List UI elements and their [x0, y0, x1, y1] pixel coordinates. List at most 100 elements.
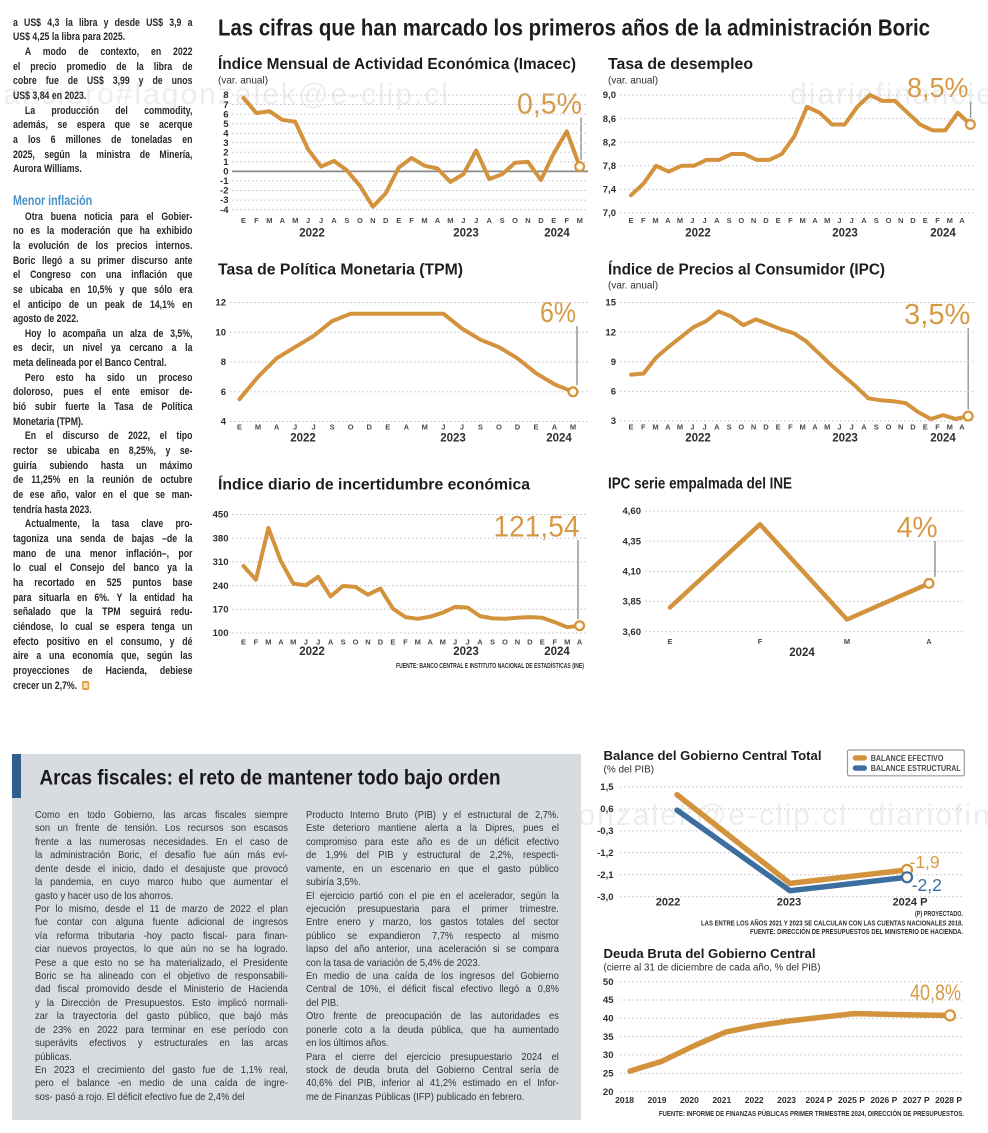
svg-text:0: 0 [223, 167, 228, 178]
svg-text:J: J [703, 216, 707, 225]
svg-text:J: J [850, 216, 854, 225]
svg-text:-1,2: -1,2 [597, 848, 613, 859]
svg-text:100: 100 [213, 628, 229, 639]
svg-text:J: J [690, 423, 694, 432]
svg-text:A: A [714, 216, 720, 225]
svg-text:A: A [274, 423, 280, 432]
svg-text:A: A [404, 423, 410, 432]
svg-text:6: 6 [221, 387, 226, 398]
svg-text:(var. anual): (var. anual) [608, 280, 658, 291]
svg-text:S: S [874, 216, 879, 225]
svg-text:2019: 2019 [648, 1095, 667, 1105]
svg-text:2024: 2024 [789, 647, 815, 659]
svg-text:O: O [738, 423, 744, 432]
svg-text:4%: 4% [897, 512, 938, 544]
svg-text:A: A [427, 638, 433, 647]
svg-text:F: F [758, 637, 763, 646]
svg-text:M: M [844, 637, 850, 646]
svg-text:A: A [959, 216, 965, 225]
svg-text:N: N [515, 638, 520, 647]
svg-text:6: 6 [223, 109, 228, 120]
svg-text:O: O [348, 423, 354, 432]
svg-text:E: E [533, 423, 538, 432]
svg-text:2023: 2023 [453, 228, 479, 240]
svg-text:3,60: 3,60 [623, 627, 642, 638]
svg-text:M: M [652, 423, 658, 432]
svg-text:2023: 2023 [453, 646, 479, 658]
svg-text:N: N [365, 638, 370, 647]
svg-text:20: 20 [603, 1087, 614, 1098]
svg-text:A: A [552, 423, 558, 432]
svg-text:A: A [486, 216, 492, 225]
svg-text:M: M [421, 216, 427, 225]
svg-text:-2: -2 [220, 186, 228, 197]
svg-text:Balance del Gobierno Central T: Balance del Gobierno Central Total [604, 749, 822, 763]
svg-text:25: 25 [603, 1069, 614, 1080]
svg-text:2022: 2022 [685, 228, 711, 240]
svg-text:Índice de Precios al Consumido: Índice de Precios al Consumidor (IPC) [608, 261, 885, 278]
svg-text:M: M [947, 423, 953, 432]
svg-text:9: 9 [611, 357, 616, 368]
svg-text:D: D [538, 216, 544, 225]
svg-text:D: D [383, 216, 389, 225]
svg-text:E: E [776, 216, 781, 225]
svg-text:380: 380 [213, 533, 229, 544]
svg-text:Índice Mensual de Actividad Ec: Índice Mensual de Actividad Económica (I… [218, 56, 576, 73]
svg-text:A: A [926, 637, 932, 646]
svg-text:FUENTE: INFORME DE FINANZAS PÚ: FUENTE: INFORME DE FINANZAS PÚBLICAS PRI… [659, 1109, 964, 1118]
svg-text:E: E [241, 216, 246, 225]
svg-text:40: 40 [603, 1014, 614, 1025]
svg-text:M: M [799, 423, 805, 432]
svg-text:O: O [738, 216, 744, 225]
svg-text:M: M [447, 216, 453, 225]
svg-text:(P) PROYECTADO.: (P) PROYECTADO. [915, 911, 963, 918]
svg-text:O: O [502, 638, 508, 647]
svg-text:F: F [788, 423, 793, 432]
svg-text:F: F [788, 216, 793, 225]
svg-text:A: A [665, 216, 671, 225]
svg-text:N: N [898, 423, 903, 432]
svg-text:-1,9: -1,9 [910, 852, 940, 872]
svg-text:10: 10 [215, 327, 226, 338]
svg-text:F: F [254, 638, 259, 647]
svg-text:D: D [527, 638, 533, 647]
svg-text:E: E [237, 423, 242, 432]
svg-text:2028 P: 2028 P [935, 1095, 962, 1105]
svg-text:2020: 2020 [680, 1095, 699, 1105]
svg-text:4,10: 4,10 [623, 567, 642, 578]
svg-text:2018: 2018 [615, 1095, 634, 1105]
svg-text:A: A [328, 638, 334, 647]
svg-text:M: M [824, 216, 830, 225]
svg-text:2022: 2022 [299, 228, 325, 240]
svg-text:S: S [341, 638, 346, 647]
svg-text:IPC serie empalmada del INE: IPC serie empalmada del INE [608, 476, 792, 493]
svg-text:A: A [280, 216, 286, 225]
svg-text:E: E [551, 216, 556, 225]
svg-text:45: 45 [603, 995, 614, 1006]
svg-text:N: N [370, 216, 375, 225]
svg-text:M: M [290, 638, 296, 647]
svg-text:6: 6 [611, 387, 616, 398]
svg-text:4: 4 [221, 417, 227, 428]
svg-text:-2,2: -2,2 [912, 875, 942, 895]
svg-text:40,8%: 40,8% [910, 980, 961, 1005]
svg-text:J: J [474, 216, 478, 225]
svg-text:M: M [265, 638, 271, 647]
svg-text:(cierre al 31 de diciembre de: (cierre al 31 de diciembre de cada año, … [604, 963, 821, 974]
svg-text:3,85: 3,85 [623, 597, 642, 608]
svg-text:F: F [553, 638, 558, 647]
svg-text:-1: -1 [220, 176, 229, 187]
svg-text:2021: 2021 [712, 1095, 731, 1105]
svg-text:A: A [665, 423, 671, 432]
svg-text:O: O [496, 423, 502, 432]
svg-text:E: E [776, 423, 781, 432]
svg-text:F: F [565, 216, 570, 225]
svg-text:310: 310 [213, 557, 229, 568]
svg-text:Tasa de Política Monetaria (TP: Tasa de Política Monetaria (TPM) [218, 261, 463, 278]
svg-text:M: M [677, 423, 683, 432]
svg-text:A: A [812, 216, 818, 225]
svg-text:F: F [409, 216, 414, 225]
svg-text:Arcas fiscales: el reto de man: Arcas fiscales: el reto de mantener todo… [40, 767, 501, 790]
svg-text:7,0: 7,0 [603, 208, 616, 219]
svg-text:(var. anual): (var. anual) [218, 76, 268, 87]
